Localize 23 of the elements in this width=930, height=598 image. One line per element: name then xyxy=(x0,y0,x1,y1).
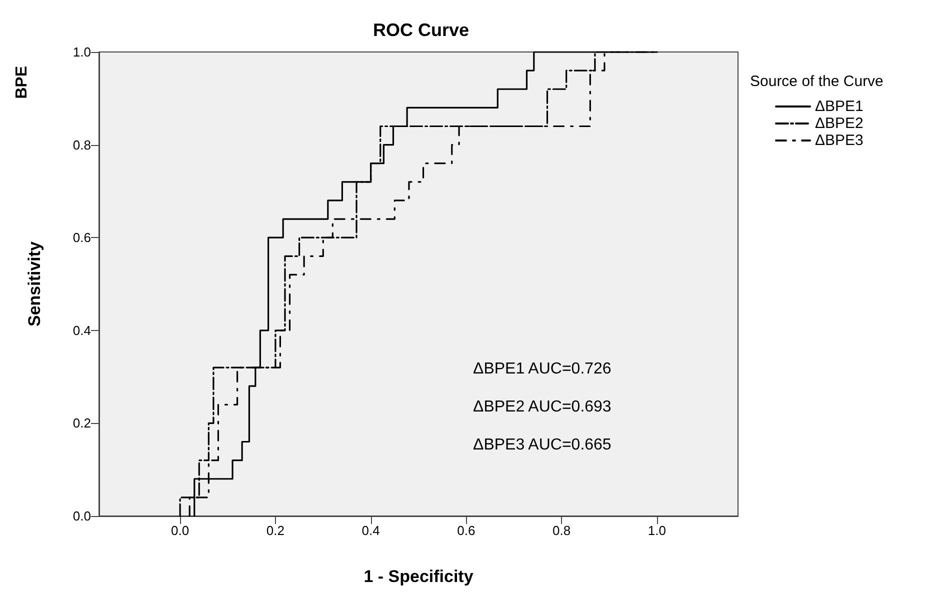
x-tick-label: 0.8 xyxy=(552,523,571,538)
chart-title: ROC Curve xyxy=(373,20,470,40)
y-tick-label: 0.2 xyxy=(72,416,91,431)
y-tick-label: 0.6 xyxy=(72,230,91,246)
annotation: ΔBPE1 AUC=0.726 xyxy=(473,360,612,378)
legend-label: ΔBPE1 xyxy=(815,98,864,115)
x-tick-label: 0.0 xyxy=(171,523,190,538)
x-tick-label: 0.6 xyxy=(457,523,476,538)
y-tick-label: 0.0 xyxy=(72,508,91,524)
y-axis-title: Sensitivity xyxy=(25,240,44,327)
y-tick-label: 1.0 xyxy=(72,44,91,60)
y-tick-label: 0.8 xyxy=(72,137,91,152)
legend-label: ΔBPE2 xyxy=(815,115,864,132)
y-tick-label: 0.4 xyxy=(72,322,91,338)
legend-label: ΔBPE3 xyxy=(815,132,864,149)
x-tick-label: 1.0 xyxy=(648,523,666,538)
x-tick-label: 0.4 xyxy=(362,523,380,538)
annotation: ΔBPE3 AUC=0.665 xyxy=(473,436,612,454)
text: BPE xyxy=(14,66,30,99)
legend-title: Source of the Curve xyxy=(750,73,884,90)
x-tick-label: 0.2 xyxy=(266,523,284,538)
annotation: ΔBPE2 AUC=0.693 xyxy=(473,398,612,416)
x-axis-title: 1 - Specificity xyxy=(364,567,474,586)
